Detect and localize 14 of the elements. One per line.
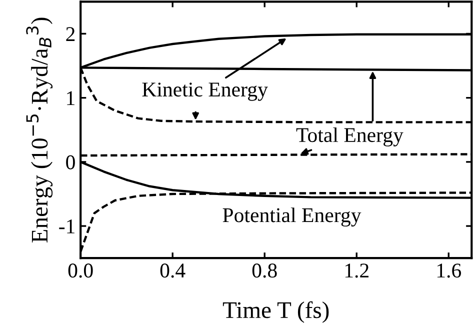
y-tick-label: 1 <box>67 91 74 106</box>
x-tick-label: 0.8 <box>252 264 277 278</box>
y-axis-title: Energy (10$^{−5}$·Ryd/a$_{B}$$^{3}$) <box>26 18 53 243</box>
y-tick-label: -1 <box>59 220 74 234</box>
annotation: Total Energy <box>296 127 404 146</box>
annotation: Potential Energy <box>222 208 362 227</box>
x-tick-label: 1.2 <box>345 264 368 278</box>
x-tick-label: 1.6 <box>437 264 462 278</box>
annotation: Kinetic Energy <box>142 82 268 101</box>
x-tick-label: 0.4 <box>160 264 186 278</box>
x-tick-label: 0.0 <box>68 264 93 278</box>
y-tick-label: 2 <box>66 27 75 41</box>
x-axis-title: Time T (fs) <box>222 301 329 323</box>
y-tick-label: 0 <box>66 155 75 170</box>
